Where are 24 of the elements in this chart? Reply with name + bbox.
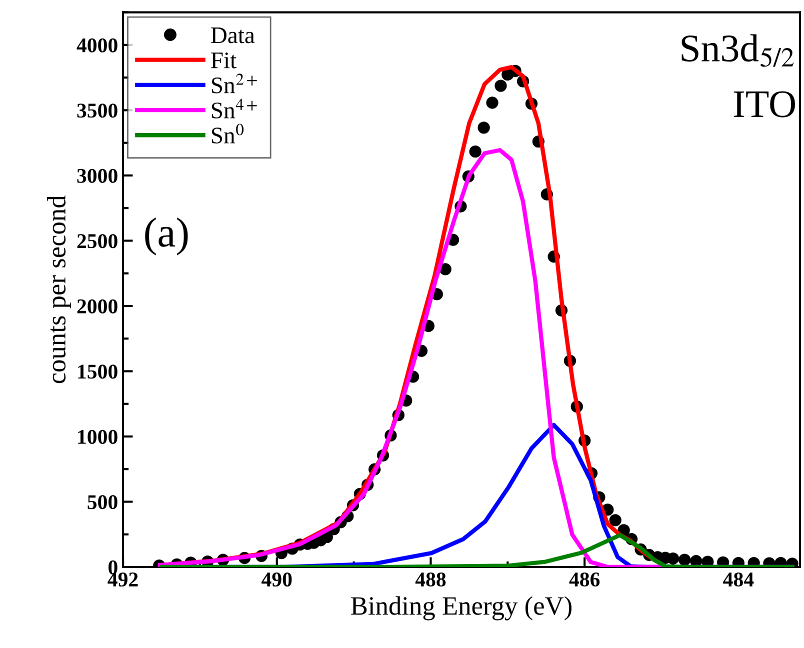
y-tick-label: 2000 xyxy=(77,299,118,314)
y-tick-label: 1500 xyxy=(78,364,118,379)
legend-label: Sn$^{0}$ xyxy=(212,124,244,144)
x-tick-label: 492 xyxy=(108,572,138,587)
y-tick-label: 3000 xyxy=(77,168,118,183)
y-tick-label: 2500 xyxy=(77,234,118,248)
y-tick-label: 500 xyxy=(88,495,118,510)
legend-label: Sn$^{4+}$ xyxy=(212,98,257,118)
y-tick-label: 3500 xyxy=(77,104,118,118)
x-tick-label: 488 xyxy=(415,572,446,587)
x-tick-label: 484 xyxy=(723,572,754,587)
y-tick-label: 4000 xyxy=(76,38,118,52)
x-tick-label: 486 xyxy=(569,572,600,587)
x-tick-label: 490 xyxy=(262,572,292,587)
y-axis-title: counts per second xyxy=(46,195,71,384)
legend-label: Fit xyxy=(211,52,236,68)
y-tick-label: 0 xyxy=(108,560,118,574)
legend-label: Data xyxy=(211,28,255,44)
legend-label: Sn$^{2+}$ xyxy=(212,74,257,94)
y-tick-label: 1000 xyxy=(78,430,118,444)
annotation: Sn3d$_{5/2}$ xyxy=(682,34,794,67)
annotation: (a) xyxy=(145,218,188,256)
annotation: ITO xyxy=(734,91,795,118)
x-axis-title: Binding Energy (eV) xyxy=(351,596,572,620)
